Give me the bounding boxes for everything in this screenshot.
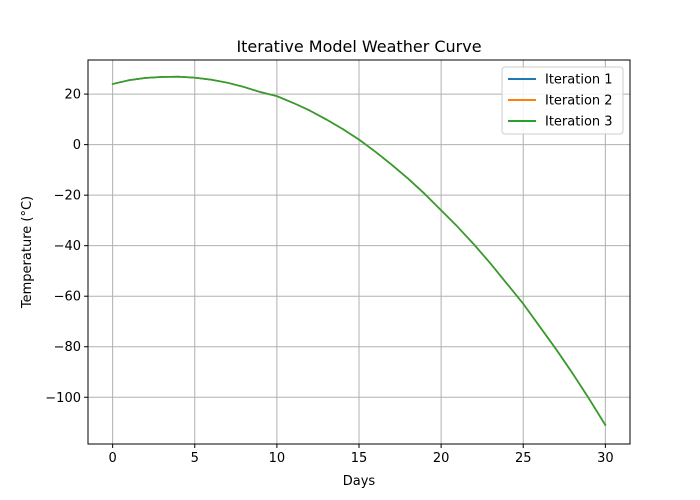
legend-box [501, 66, 624, 135]
y-axis-label: Temperature (°C) [20, 196, 35, 309]
legend: Iteration 1 Iteration 2 Iteration 3 [501, 66, 624, 135]
legend-label: Iteration 2 [545, 94, 613, 109]
y-tick-label: 20 [64, 88, 81, 103]
legend-label: Iteration 3 [545, 115, 613, 130]
x-axis-label: Days [343, 474, 376, 489]
x-tick-label: 30 [597, 451, 614, 466]
grid [88, 60, 630, 444]
series-layer [111, 75, 607, 426]
x-tick-label: 20 [433, 451, 450, 466]
legend-label: Iteration 1 [545, 73, 613, 88]
y-axis-ticks: 20 0 −20 −40 −60 −80 −100 [45, 88, 88, 406]
x-tick-label: 5 [191, 451, 199, 466]
y-tick-label: −80 [54, 340, 81, 355]
series-line-iteration-3 [111, 75, 607, 426]
y-tick-label: −100 [45, 391, 81, 406]
chart-title: Iterative Model Weather Curve [236, 37, 481, 56]
x-tick-label: 10 [269, 451, 286, 466]
x-tick-label: 0 [108, 451, 116, 466]
x-tick-label: 15 [351, 451, 368, 466]
x-tick-label: 25 [515, 451, 532, 466]
x-axis-ticks: 0 5 10 15 20 25 30 [108, 444, 614, 466]
y-tick-label: −20 [54, 189, 81, 204]
y-tick-label: 0 [73, 138, 81, 153]
y-tick-label: −40 [54, 239, 81, 254]
y-tick-label: −60 [54, 290, 81, 305]
